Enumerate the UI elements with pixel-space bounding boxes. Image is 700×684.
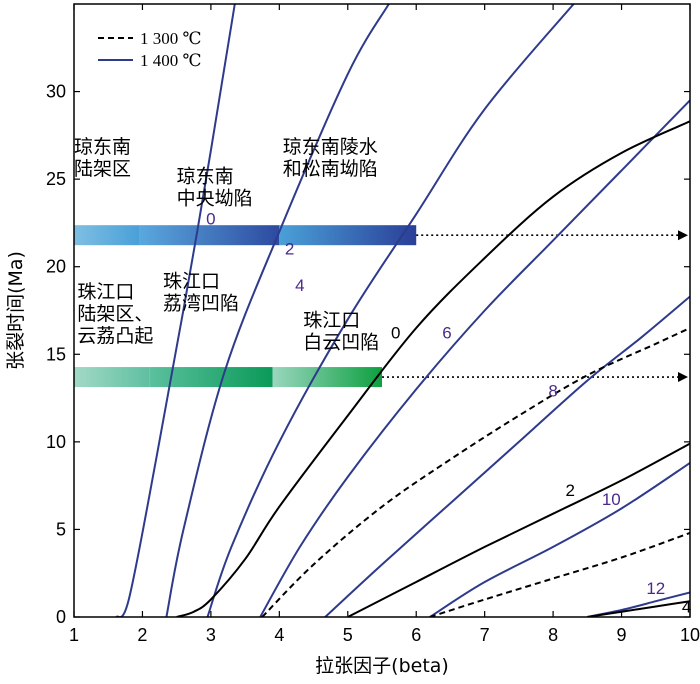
band-segment bbox=[74, 367, 150, 388]
curve-label: 4 bbox=[295, 276, 304, 295]
y-axis-title: 张裂时间(Ma) bbox=[5, 251, 27, 370]
series-line bbox=[587, 591, 690, 617]
region-label: 和松南坳陷 bbox=[283, 158, 378, 180]
y-tick-label: 5 bbox=[56, 519, 66, 539]
series-line bbox=[429, 531, 690, 617]
y-tick-label: 10 bbox=[46, 432, 66, 452]
region-label: 中央坳陷 bbox=[177, 188, 253, 210]
curve-label: 10 bbox=[602, 490, 621, 509]
band-segment bbox=[279, 225, 417, 246]
x-tick-label: 4 bbox=[274, 625, 284, 645]
curves-layer bbox=[115, 4, 690, 617]
series-line bbox=[587, 600, 690, 617]
curve-label: 0 bbox=[391, 324, 400, 343]
curve-label: 0 bbox=[206, 210, 215, 229]
region-label: 珠江口 bbox=[163, 271, 220, 293]
curve-label: 12 bbox=[646, 579, 665, 598]
x-tick-label: 8 bbox=[548, 625, 558, 645]
series-line bbox=[347, 442, 690, 617]
legend: 1 300 ℃ 1 400 ℃ bbox=[98, 29, 202, 70]
band-segment bbox=[74, 225, 140, 246]
series-line bbox=[261, 327, 690, 617]
curve-label: 2 bbox=[565, 481, 574, 500]
series-line bbox=[176, 120, 690, 617]
curve-label: 4 bbox=[682, 598, 691, 617]
series-line bbox=[324, 295, 690, 617]
x-tick-label: 7 bbox=[480, 625, 490, 645]
x-tick-label: 6 bbox=[411, 625, 421, 645]
curve-label: 6 bbox=[442, 324, 451, 343]
region-label: 琼东南 bbox=[177, 166, 234, 188]
y-tick-label: 0 bbox=[56, 607, 66, 627]
region-label: 荔湾凹陷 bbox=[163, 293, 239, 315]
band-segment bbox=[139, 225, 280, 246]
series-line bbox=[165, 4, 390, 617]
band-segment bbox=[149, 367, 273, 388]
bands-layer bbox=[74, 225, 688, 388]
region-label: 珠江口 bbox=[77, 281, 134, 303]
region-label: 云荔凸起 bbox=[77, 325, 153, 347]
legend-label: 1 400 ℃ bbox=[140, 51, 202, 70]
band-arrow-head bbox=[678, 230, 688, 241]
region-label: 陆架区 bbox=[74, 158, 131, 180]
band-arrow-head bbox=[678, 372, 688, 383]
region-label: 琼东南陵水 bbox=[283, 136, 378, 158]
y-tick-label: 30 bbox=[46, 82, 66, 102]
plot-frame bbox=[73, 3, 691, 618]
series-line bbox=[429, 462, 690, 617]
region-label: 珠江口 bbox=[303, 309, 360, 331]
y-tick-label: 20 bbox=[46, 257, 66, 277]
region-label: 白云凹陷 bbox=[303, 331, 379, 353]
y-tick-label: 25 bbox=[46, 169, 66, 189]
x-tick-label: 10 bbox=[680, 625, 700, 645]
series-line bbox=[206, 4, 575, 617]
x-axis-title: 拉张因子(beta) bbox=[315, 655, 449, 677]
x-tick-label: 3 bbox=[206, 625, 216, 645]
x-tick-label: 5 bbox=[343, 625, 353, 645]
curve-label: 8 bbox=[548, 381, 557, 400]
x-tick-label: 1 bbox=[69, 625, 79, 645]
series-line bbox=[259, 99, 690, 617]
legend-label: 1 300 ℃ bbox=[140, 29, 202, 48]
series-line bbox=[115, 4, 236, 617]
curve-label: 2 bbox=[285, 239, 294, 258]
axes-layer: 1 2 3 4 5 6 7 8 9 10051015202530拉张因子(beta)张裂时间(Ma… bbox=[5, 3, 700, 677]
region-label: 琼东南 bbox=[74, 136, 131, 158]
x-tick-label: 9 bbox=[617, 625, 627, 645]
band-segment bbox=[272, 367, 382, 388]
x-tick-label: 2 bbox=[137, 625, 147, 645]
region-label: 陆架区、 bbox=[77, 303, 153, 325]
y-tick-label: 15 bbox=[46, 344, 66, 364]
